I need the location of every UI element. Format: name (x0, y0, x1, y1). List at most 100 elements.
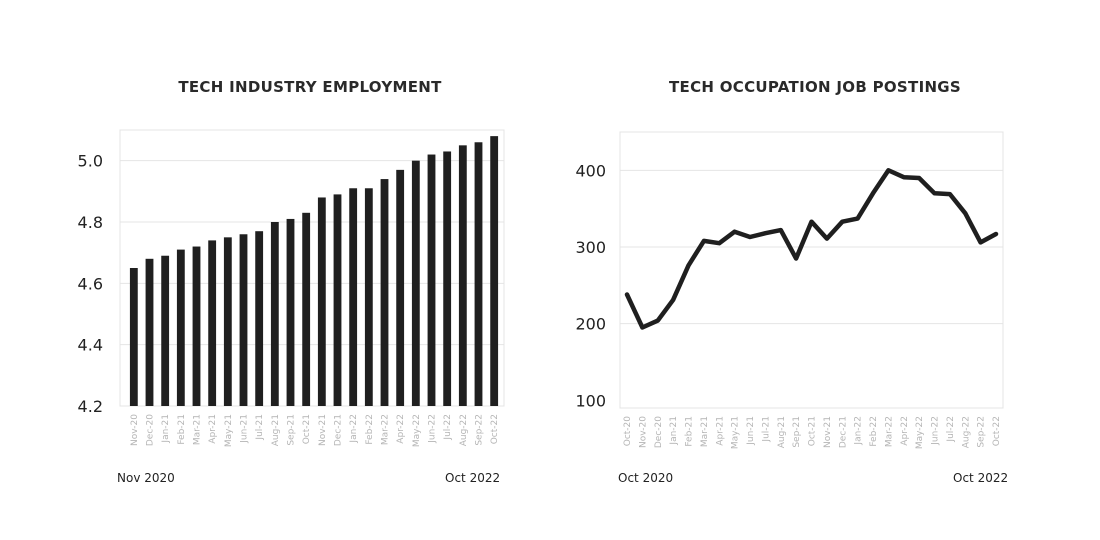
job-postings-x-tick-label: Feb-22 (869, 416, 879, 447)
employment-bar (208, 240, 217, 406)
employment-x-tick-label: May-22 (412, 414, 422, 447)
job-postings-data-point (717, 241, 721, 245)
job-postings-x-tick-label: Jan-22 (854, 416, 864, 446)
job-postings-range-end: Oct 2022 (953, 471, 1009, 485)
employment-y-tick-label: 5.0 (78, 152, 103, 171)
employment-x-tick-label: Jan-21 (161, 414, 171, 444)
employment-x-tick-label: Apr-21 (208, 414, 218, 444)
job-postings-x-tick-label: Oct-20 (623, 416, 633, 447)
job-postings-data-point (932, 191, 937, 195)
employment-bar (333, 194, 342, 406)
job-postings-x-tick-label: May-22 (915, 416, 925, 449)
job-postings-data-point (794, 256, 798, 261)
employment-x-tick-label: Jan-22 (349, 414, 359, 444)
employment-x-tick-label: Dec-21 (334, 414, 344, 446)
job-postings-x-tick-label: Dec-21 (838, 416, 848, 448)
employment-x-tick-label: Jul-21 (255, 414, 265, 441)
employment-x-tick-label: Apr-22 (396, 414, 406, 444)
employment-x-tick-label: Aug-21 (271, 414, 281, 446)
job-postings-x-tick-label: Sep-21 (792, 416, 802, 448)
job-postings-x-tick-label: May-21 (731, 416, 741, 449)
employment-bar (317, 197, 326, 406)
job-postings-data-point (656, 319, 660, 323)
job-postings-data-point (856, 217, 860, 221)
job-postings-data-point (871, 191, 875, 195)
job-postings-data-point (902, 175, 906, 179)
employment-bar (349, 188, 358, 406)
employment-y-tick-label: 4.2 (78, 397, 103, 416)
employment-bar (145, 258, 154, 406)
employment-bar (270, 222, 279, 406)
employment-bar (129, 268, 138, 406)
job-postings-y-tick-label: 300 (575, 238, 606, 257)
job-postings-data-point (948, 192, 952, 196)
employment-x-tick-label: Jul-22 (443, 414, 453, 441)
job-postings-data-point (979, 240, 983, 244)
employment-bar (427, 154, 436, 406)
employment-x-tick-label: Feb-22 (365, 414, 375, 445)
job-postings-x-tick-label: Oct-21 (808, 416, 818, 446)
job-postings-data-point (748, 235, 752, 239)
employment-x-tick-label: Nov-20 (130, 414, 140, 446)
job-postings-x-tick-label: Sep-22 (977, 416, 987, 448)
employment-x-tick-label: Sep-22 (475, 414, 485, 446)
employment-bar (443, 151, 452, 406)
job-postings-data-point (640, 325, 644, 330)
job-postings-data-point (733, 230, 737, 234)
employment-bar (223, 237, 232, 406)
employment-x-tick-label: Mar-22 (381, 414, 391, 445)
employment-range-end: Oct 2022 (445, 471, 501, 485)
employment-x-tick-label: Jun-21 (240, 414, 250, 444)
job-postings-x-tick-label: Aug-22 (961, 416, 971, 448)
employment-y-tick-label: 4.8 (78, 213, 103, 232)
job-postings-chart-title: TECH OCCUPATION JOB POSTINGS (668, 78, 962, 96)
job-postings-x-tick-label: Nov-20 (638, 416, 648, 448)
job-postings-x-tick-label: Dec-20 (654, 416, 664, 448)
job-postings-data-point (625, 292, 629, 297)
employment-bar (255, 231, 264, 406)
job-postings-x-tick-label: Aug-21 (777, 416, 787, 448)
employment-bar (411, 160, 420, 406)
job-postings-data-point (702, 239, 706, 243)
employment-x-tick-label: Jun-22 (428, 414, 438, 444)
job-postings-x-tick-label: Jul-22 (946, 416, 956, 443)
employment-y-tick-label: 4.4 (78, 336, 103, 355)
job-postings-data-point (763, 231, 767, 235)
job-postings-x-tick-label: Jun-21 (746, 416, 756, 446)
job-postings-x-tick-label: Feb-21 (685, 416, 695, 447)
job-postings-plot-frame (619, 131, 1004, 409)
job-postings-x-tick-label: Jun-22 (931, 416, 941, 446)
job-postings-data-point (825, 236, 829, 241)
job-postings-data-point (917, 176, 921, 180)
employment-x-tick-label: Dec-20 (146, 414, 156, 446)
employment-x-tick-label: Nov-21 (318, 414, 328, 446)
job-postings-data-point (840, 220, 844, 224)
job-postings-data-point (963, 211, 967, 215)
employment-x-tick-label: Sep-21 (287, 414, 297, 446)
employment-bar (176, 249, 185, 406)
job-postings-x-tick-label: Mar-22 (884, 416, 894, 447)
job-postings-x-tick-label: Mar-21 (700, 416, 710, 447)
job-postings-x-tick-label: Oct-22 (992, 416, 1002, 446)
employment-range-start: Nov 2020 (117, 471, 175, 485)
job-postings-data-point (671, 298, 675, 302)
employment-bar (302, 212, 311, 406)
job-postings-y-tick-label: 200 (575, 315, 606, 334)
employment-bar (286, 218, 295, 406)
job-postings-x-tick-label: Jan-21 (669, 416, 679, 446)
job-postings-data-point (809, 220, 814, 224)
employment-bar (458, 145, 467, 407)
job-postings-x-tick-label: Apr-21 (715, 416, 725, 446)
employment-x-tick-label: Oct-21 (302, 414, 312, 444)
employment-bar (474, 142, 483, 406)
job-postings-x-tick-label: Apr-22 (900, 416, 910, 446)
employment-x-tick-label: Oct-22 (490, 414, 500, 444)
employment-x-tick-label: Aug-22 (459, 414, 469, 446)
job-postings-y-tick-label: 100 (575, 391, 606, 410)
job-postings-x-tick-label: Nov-21 (823, 416, 833, 448)
employment-bar (364, 188, 373, 406)
employment-bar (490, 136, 499, 406)
employment-bar (396, 169, 405, 406)
job-postings-range-start: Oct 2020 (618, 471, 674, 485)
job-postings-data-point (686, 263, 691, 267)
